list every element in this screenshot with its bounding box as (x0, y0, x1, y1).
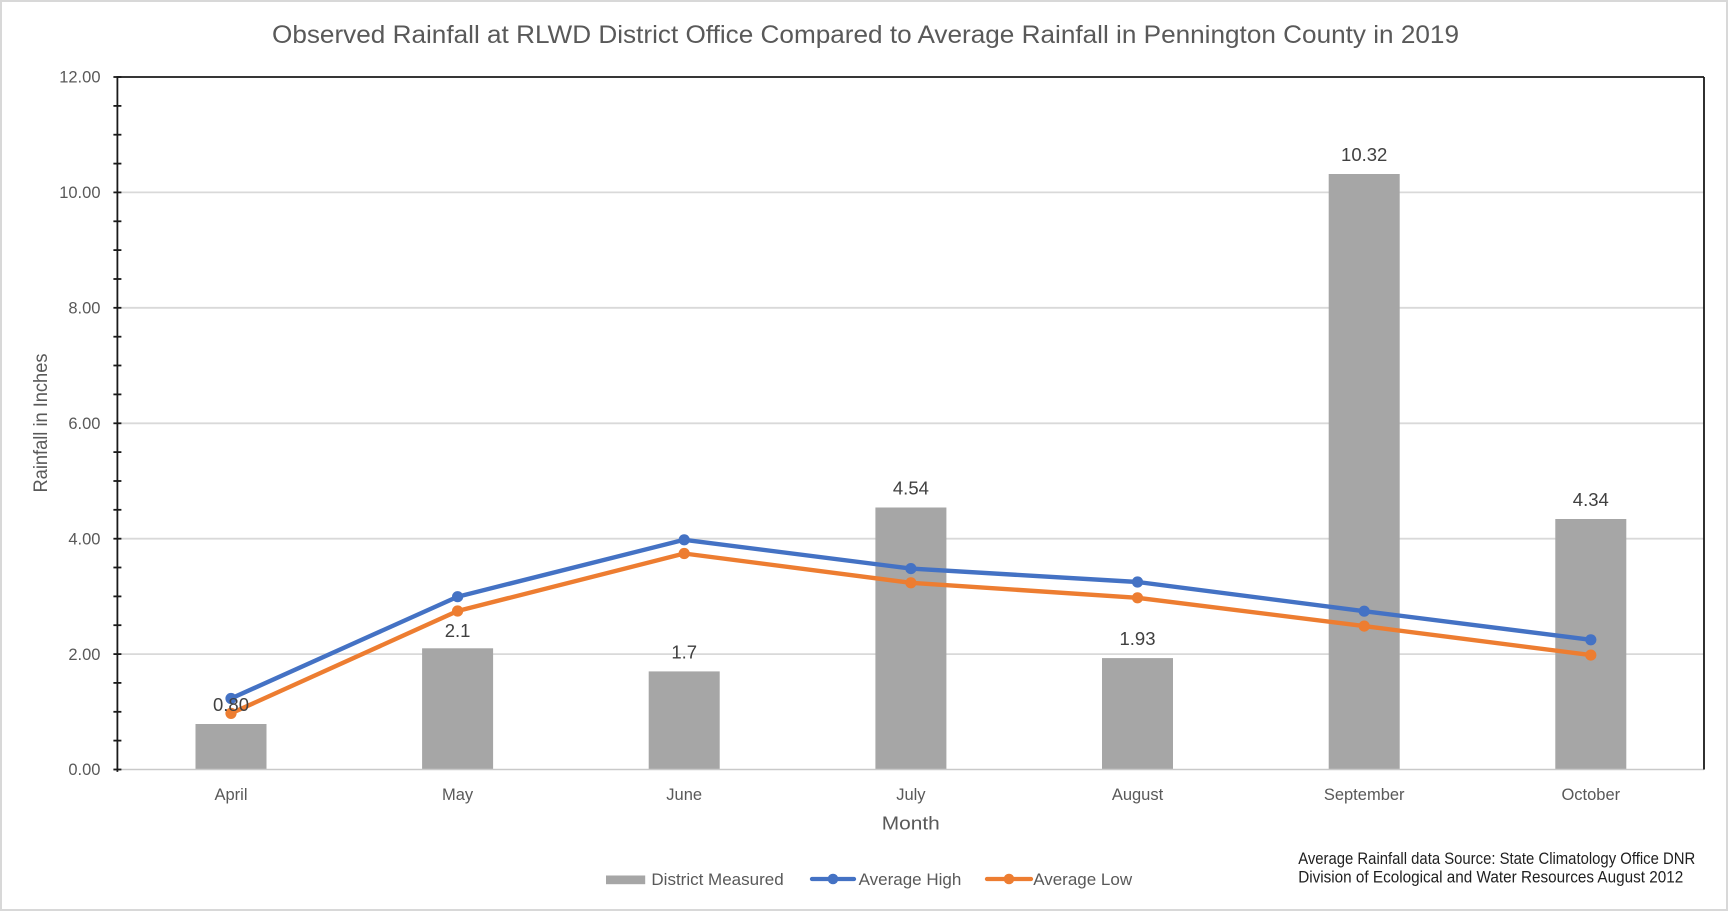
svg-text:Division of Ecological and Wat: Division of Ecological and Water Resourc… (1298, 868, 1683, 886)
svg-text:Average Low: Average Low (1033, 870, 1133, 889)
svg-text:0.00: 0.00 (68, 761, 100, 779)
svg-text:Average High: Average High (859, 870, 962, 889)
svg-text:1.93: 1.93 (1119, 628, 1155, 649)
svg-text:4.34: 4.34 (1573, 489, 1609, 510)
svg-text:8.00: 8.00 (68, 300, 100, 318)
svg-text:May: May (442, 786, 474, 804)
svg-text:October: October (1561, 786, 1620, 804)
svg-text:6.00: 6.00 (68, 415, 100, 433)
svg-text:2.00: 2.00 (68, 646, 100, 664)
svg-text:August: August (1112, 786, 1164, 804)
svg-text:July: July (896, 786, 926, 804)
svg-text:April: April (214, 786, 247, 804)
svg-text:0.80: 0.80 (213, 694, 249, 715)
svg-text:Month: Month (882, 813, 940, 834)
svg-text:4.00: 4.00 (68, 530, 100, 548)
svg-text:Rainfall in Inches: Rainfall in Inches (31, 354, 52, 493)
svg-text:12.00: 12.00 (59, 69, 100, 87)
svg-text:2.1: 2.1 (445, 620, 471, 641)
svg-text:10.32: 10.32 (1341, 144, 1387, 165)
svg-text:Observed Rainfall at RLWD Dist: Observed Rainfall at RLWD District Offic… (272, 21, 1459, 49)
svg-text:September: September (1324, 786, 1405, 804)
svg-text:1.7: 1.7 (671, 641, 697, 662)
svg-text:10.00: 10.00 (59, 184, 100, 202)
svg-text:District Measured: District Measured (651, 870, 783, 889)
svg-text:4.54: 4.54 (893, 478, 929, 499)
svg-text:Average Rainfall data Source:: Average Rainfall data Source: State Clim… (1298, 850, 1695, 868)
svg-text:June: June (666, 786, 702, 804)
